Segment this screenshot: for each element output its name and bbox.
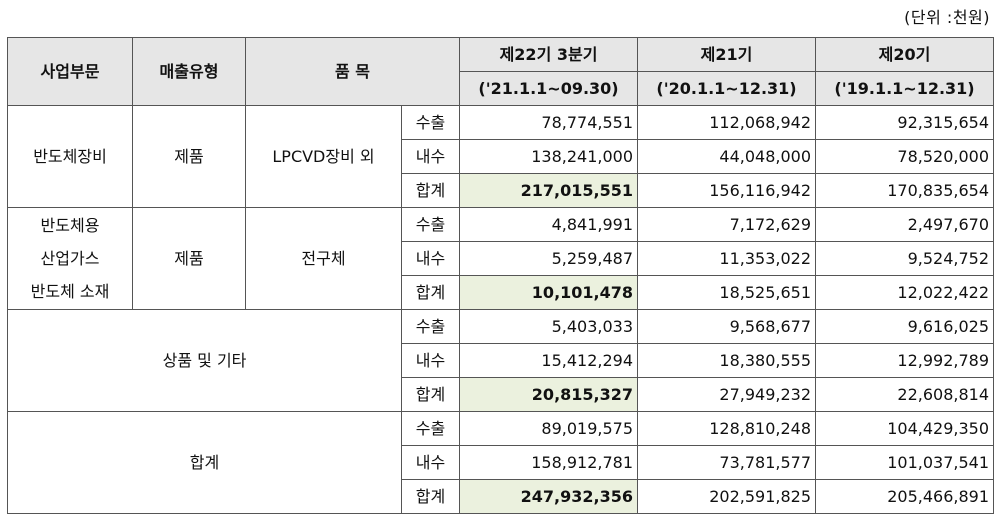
value-cell-v22: 247,932,356	[459, 479, 639, 514]
value-cell-v22: 158,912,781	[459, 445, 639, 480]
value-cell-v22: 10,101,478	[459, 275, 639, 310]
header-fy20-title: 제20기	[815, 37, 995, 72]
table-row: 합계 10,101,478 18,525,651 12,022,422	[8, 275, 995, 310]
header-fy22-title: 제22기 3분기	[459, 37, 639, 72]
division-line: 반도체 소재	[30, 282, 110, 301]
row-type-cell: 수출	[400, 105, 461, 140]
value-cell-v20: 104,429,350	[815, 411, 995, 446]
value-cell-v20: 92,315,654	[815, 105, 995, 140]
header-item: 품 목	[244, 37, 461, 106]
value-cell-v21: 73,781,577	[637, 445, 817, 480]
value-cell-v22: 15,412,294	[459, 343, 639, 378]
value-cell-v21: 202,591,825	[637, 479, 817, 514]
value-cell-v20: 78,520,000	[815, 139, 995, 174]
value-cell-v21: 156,116,942	[637, 173, 817, 208]
value-cell-v22: 4,841,991	[459, 207, 639, 242]
value-cell-v21: 18,380,555	[637, 343, 817, 378]
value-cell-v20: 9,616,025	[815, 309, 995, 344]
row-type-cell: 합계	[400, 377, 461, 412]
unit-note: (단위 :천원)	[904, 8, 990, 27]
sales-table: 사업부문 매출유형 품 목 제22기 3분기 제21기 제20기 ('21.1.…	[7, 37, 995, 514]
division-cell: 반도체장비	[7, 105, 133, 208]
header-fy21-title: 제21기	[637, 37, 817, 72]
table-row: 상품 및 기타 수출 5,403,033 9,568,677 9,616,025	[7, 309, 995, 412]
row-type-cell: 내수	[400, 445, 461, 480]
header-row: 사업부문 매출유형 품 목 제22기 3분기 제21기 제20기	[7, 37, 995, 106]
value-cell-v21: 128,810,248	[637, 411, 817, 446]
value-cell-v20: 12,022,422	[815, 275, 995, 310]
division-line: 산업가스	[40, 249, 100, 268]
row-type-cell: 수출	[400, 207, 461, 242]
header-row-period: ('21.1.1~09.30) ('20.1.1~12.31) ('19.1.1…	[8, 71, 995, 106]
table-row: 합계 247,932,356 202,591,825 205,466,891	[8, 479, 995, 514]
sales-type-cell: 제품	[132, 105, 246, 208]
value-cell-v20: 9,524,752	[815, 241, 995, 276]
item-cell: 전구체	[245, 207, 402, 310]
value-cell-v20: 101,037,541	[815, 445, 995, 480]
division-line: 반도체용	[40, 216, 100, 235]
row-type-cell: 합계	[400, 479, 461, 514]
header-sales-type: 매출유형	[132, 37, 246, 106]
header-division: 사업부문	[7, 37, 133, 106]
value-cell-v22: 78,774,551	[459, 105, 639, 140]
table-row: 내수 5,259,487 11,353,022 9,524,752	[8, 241, 995, 276]
value-cell-v22: 5,403,033	[459, 309, 639, 344]
value-cell-v21: 7,172,629	[637, 207, 817, 242]
value-cell-v20: 2,497,670	[815, 207, 995, 242]
item-cell: LPCVD장비 외	[245, 105, 402, 208]
value-cell-v20: 22,608,814	[815, 377, 995, 412]
sales-type-cell: 제품	[132, 207, 246, 310]
table-row: 합계 217,015,551 156,116,942 170,835,654	[8, 173, 995, 208]
division-line: 반도체장비	[33, 147, 107, 166]
value-cell-v21: 11,353,022	[637, 241, 817, 276]
group-label: 상품 및 기타	[7, 309, 402, 412]
table-row: 내수 158,912,781 73,781,577 101,037,541	[8, 445, 995, 480]
row-type-cell: 내수	[400, 139, 461, 174]
row-type-cell: 합계	[400, 275, 461, 310]
table-row: 반도체용 산업가스 반도체 소재 제품 전구체 수출 4,841,991 7,172,629 2…	[7, 207, 995, 310]
table-row: 합계 20,815,327 27,949,232 22,608,814	[8, 377, 995, 412]
value-cell-v21: 18,525,651	[637, 275, 817, 310]
table-row: 내수 138,241,000 44,048,000 78,520,000	[8, 139, 995, 174]
header-fy20-period: ('19.1.1~12.31)	[815, 71, 995, 106]
value-cell-v20: 12,992,789	[815, 343, 995, 378]
value-cell-v21: 44,048,000	[637, 139, 817, 174]
value-cell-v21: 27,949,232	[637, 377, 817, 412]
header-fy21-period: ('20.1.1~12.31)	[637, 71, 817, 106]
value-cell-v22: 217,015,551	[459, 173, 639, 208]
value-cell-v22: 138,241,000	[459, 139, 639, 174]
table-row: 반도체장비 제품 LPCVD장비 외 수출 78,774,551 112,068,942 9…	[7, 105, 995, 208]
value-cell-v22: 5,259,487	[459, 241, 639, 276]
value-cell-v22: 89,019,575	[459, 411, 639, 446]
value-cell-v22: 20,815,327	[459, 377, 639, 412]
value-cell-v20: 170,835,654	[815, 173, 995, 208]
row-type-cell: 합계	[400, 173, 461, 208]
row-type-cell: 수출	[400, 411, 461, 446]
value-cell-v20: 205,466,891	[815, 479, 995, 514]
value-cell-v21: 9,568,677	[637, 309, 817, 344]
value-cell-v21: 112,068,942	[637, 105, 817, 140]
group-label: 합계	[7, 411, 402, 514]
row-type-cell: 수출	[400, 309, 461, 344]
row-type-cell: 내수	[400, 343, 461, 378]
header-fy22-period: ('21.1.1~09.30)	[459, 71, 639, 106]
row-type-cell: 내수	[400, 241, 461, 276]
table-row: 합계 수출 89,019,575 128,810,248 104,429,350	[7, 411, 995, 514]
